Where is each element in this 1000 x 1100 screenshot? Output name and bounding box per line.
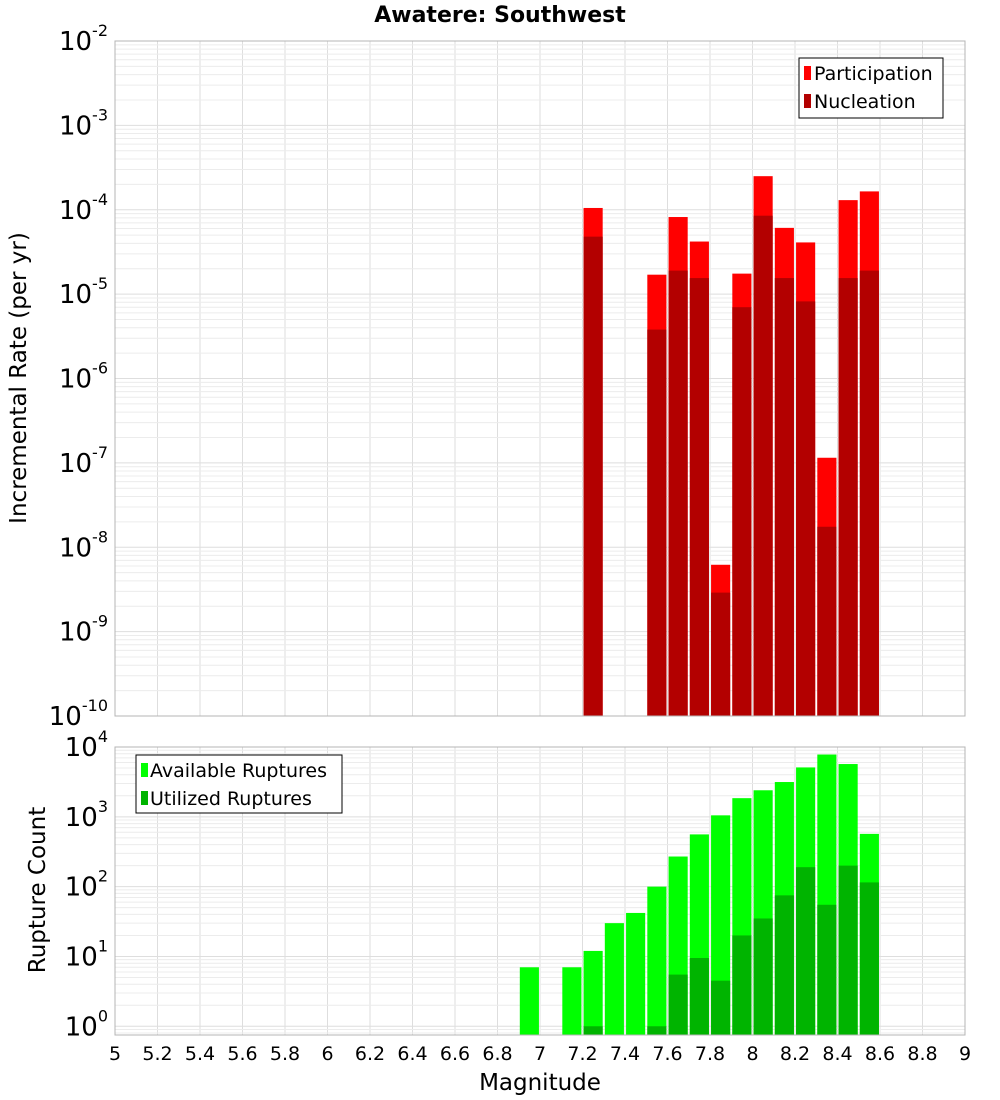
x-tick-label: 5.2 [142, 1043, 172, 1065]
rupture-legend-box [135, 754, 343, 814]
rupture-bar-available-ruptures [647, 886, 667, 1035]
rupture-y-tick-label: 104 [65, 727, 108, 763]
available-legend-swatch [141, 763, 148, 777]
rate-bar-nucleation [838, 278, 858, 716]
rupture-plot-y-ticks: 100 101 102 103 104 [65, 727, 108, 1042]
rate-bar-nucleation [859, 270, 879, 716]
rate-y-tick-label: 10-3 [59, 105, 108, 141]
utilized-legend-swatch [141, 791, 148, 805]
rate-y-axis-title: Incremental Rate (per yr) [6, 232, 32, 524]
x-tick-label: 8.8 [907, 1043, 937, 1065]
x-tick-label: 7.6 [652, 1043, 682, 1065]
rate-y-tick-label: 10-5 [59, 274, 108, 310]
rate-bar-nucleation [668, 270, 688, 716]
x-tick-label: 8.4 [822, 1043, 852, 1065]
rate-bar-nucleation [796, 301, 816, 716]
utilized-legend-label: Utilized Ruptures [150, 788, 312, 810]
rupture-bar-available-ruptures [562, 967, 582, 1035]
rupture-bar-utilized-ruptures [859, 882, 879, 1035]
rupture-bar-utilized-ruptures [817, 904, 837, 1035]
rate-y-tick-label: 10-2 [59, 21, 108, 57]
rupture-bar-available-ruptures [583, 950, 603, 1035]
x-tick-label: 7.8 [695, 1043, 725, 1065]
rate-y-tick-label: 10-8 [59, 527, 108, 563]
rate-legend-box [798, 57, 944, 119]
rupture-plot-bars [519, 754, 879, 1035]
rate-bar-nucleation [732, 307, 752, 716]
x-tick-label: 5.8 [270, 1043, 300, 1065]
participation-legend-swatch [804, 66, 811, 80]
rate-plot-grid [114, 41, 966, 717]
x-tick-label: 7 [534, 1043, 546, 1065]
available-legend-label: Available Ruptures [150, 760, 327, 782]
rate-bar-nucleation [753, 215, 773, 717]
rate-y-tick-label: 10-4 [59, 190, 108, 226]
rupture-y-tick-label: 103 [65, 797, 108, 833]
x-tick-label: 5.4 [185, 1043, 215, 1065]
rupture-bar-available-ruptures [519, 967, 539, 1035]
rupture-bar-utilized-ruptures [753, 918, 773, 1035]
rupture-bar-utilized-ruptures [838, 865, 858, 1035]
rupture-y-tick-label: 100 [65, 1006, 108, 1042]
chart-title: Awatere: Southwest [374, 3, 626, 28]
rupture-bar-utilized-ruptures [796, 867, 816, 1035]
x-tick-label: 8.6 [865, 1043, 895, 1065]
rupture-bar-available-ruptures [604, 923, 624, 1035]
rate-plot-legend: Participation Nucleation [798, 57, 944, 119]
rupture-bar-utilized-ruptures [647, 1026, 667, 1035]
x-tick-label: 5.6 [227, 1043, 257, 1065]
rate-bar-nucleation [774, 278, 794, 716]
rupture-y-tick-label: 101 [65, 936, 108, 972]
rupture-bar-utilized-ruptures [711, 980, 731, 1035]
magnitude-x-ticks: 5 5.2 5.4 5.6 5.8 6 6.2 6.4 6.6 6.8 7 7.2 7.4 7.6 7.8 8… [109, 1043, 971, 1065]
rate-plot-bars [583, 176, 879, 717]
rate-plot-frame [114, 40, 966, 717]
nucleation-legend-swatch [804, 94, 811, 108]
x-tick-label: 8 [746, 1043, 758, 1065]
x-tick-label: 6.2 [355, 1043, 385, 1065]
x-tick-label: 6.6 [440, 1043, 470, 1065]
x-tick-label: 7.2 [567, 1043, 597, 1065]
rupture-bar-available-ruptures [711, 815, 731, 1035]
x-tick-label: 6 [321, 1043, 333, 1065]
rate-bar-nucleation [817, 526, 837, 716]
x-tick-label: 7.4 [610, 1043, 640, 1065]
rupture-bar-available-ruptures [626, 912, 646, 1035]
rate-y-tick-label: 10-10 [49, 696, 108, 732]
participation-legend-label: Participation [814, 63, 933, 85]
x-tick-label: 6.8 [482, 1043, 512, 1065]
rate-y-tick-label: 10-9 [59, 612, 108, 648]
rupture-bar-utilized-ruptures [732, 935, 752, 1035]
nucleation-legend-label: Nucleation [814, 91, 916, 113]
x-tick-label: 9 [959, 1043, 971, 1065]
rupture-plot-legend: Available Ruptures Utilized Ruptures [135, 754, 343, 814]
rupture-bar-utilized-ruptures [583, 1026, 603, 1035]
rupture-bar-utilized-ruptures [774, 895, 794, 1035]
rupture-bar-utilized-ruptures [668, 974, 688, 1035]
x-tick-label: 6.4 [397, 1043, 427, 1065]
rate-bar-nucleation [711, 592, 731, 716]
rupture-y-axis-title: Rupture Count [25, 807, 51, 973]
rupture-y-tick-label: 102 [65, 867, 108, 903]
rate-y-tick-label: 10-6 [59, 359, 108, 395]
rate-bar-nucleation [583, 236, 603, 716]
x-axis-title: Magnitude [479, 1070, 601, 1096]
x-tick-label: 5 [109, 1043, 121, 1065]
rate-plot: 10-10 10-9 10-8 10-7 10-6 10-5 10-4 10-3 10-2 Pa… [49, 21, 966, 732]
rate-bar-nucleation [689, 278, 709, 716]
rate-bar-nucleation [647, 329, 667, 716]
rupture-count-plot: 100 101 102 103 104 5 5.2 5.4 5.6 5.8 6 6.2 6.4 6.6 6… [65, 727, 971, 1065]
rupture-plot-frame [114, 746, 966, 1036]
rupture-bar-utilized-ruptures [689, 958, 709, 1035]
rate-plot-y-ticks: 10-10 10-9 10-8 10-7 10-6 10-5 10-4 10-3 10-2 [49, 21, 108, 732]
rate-y-tick-label: 10-7 [59, 443, 108, 479]
x-tick-label: 8.2 [780, 1043, 810, 1065]
